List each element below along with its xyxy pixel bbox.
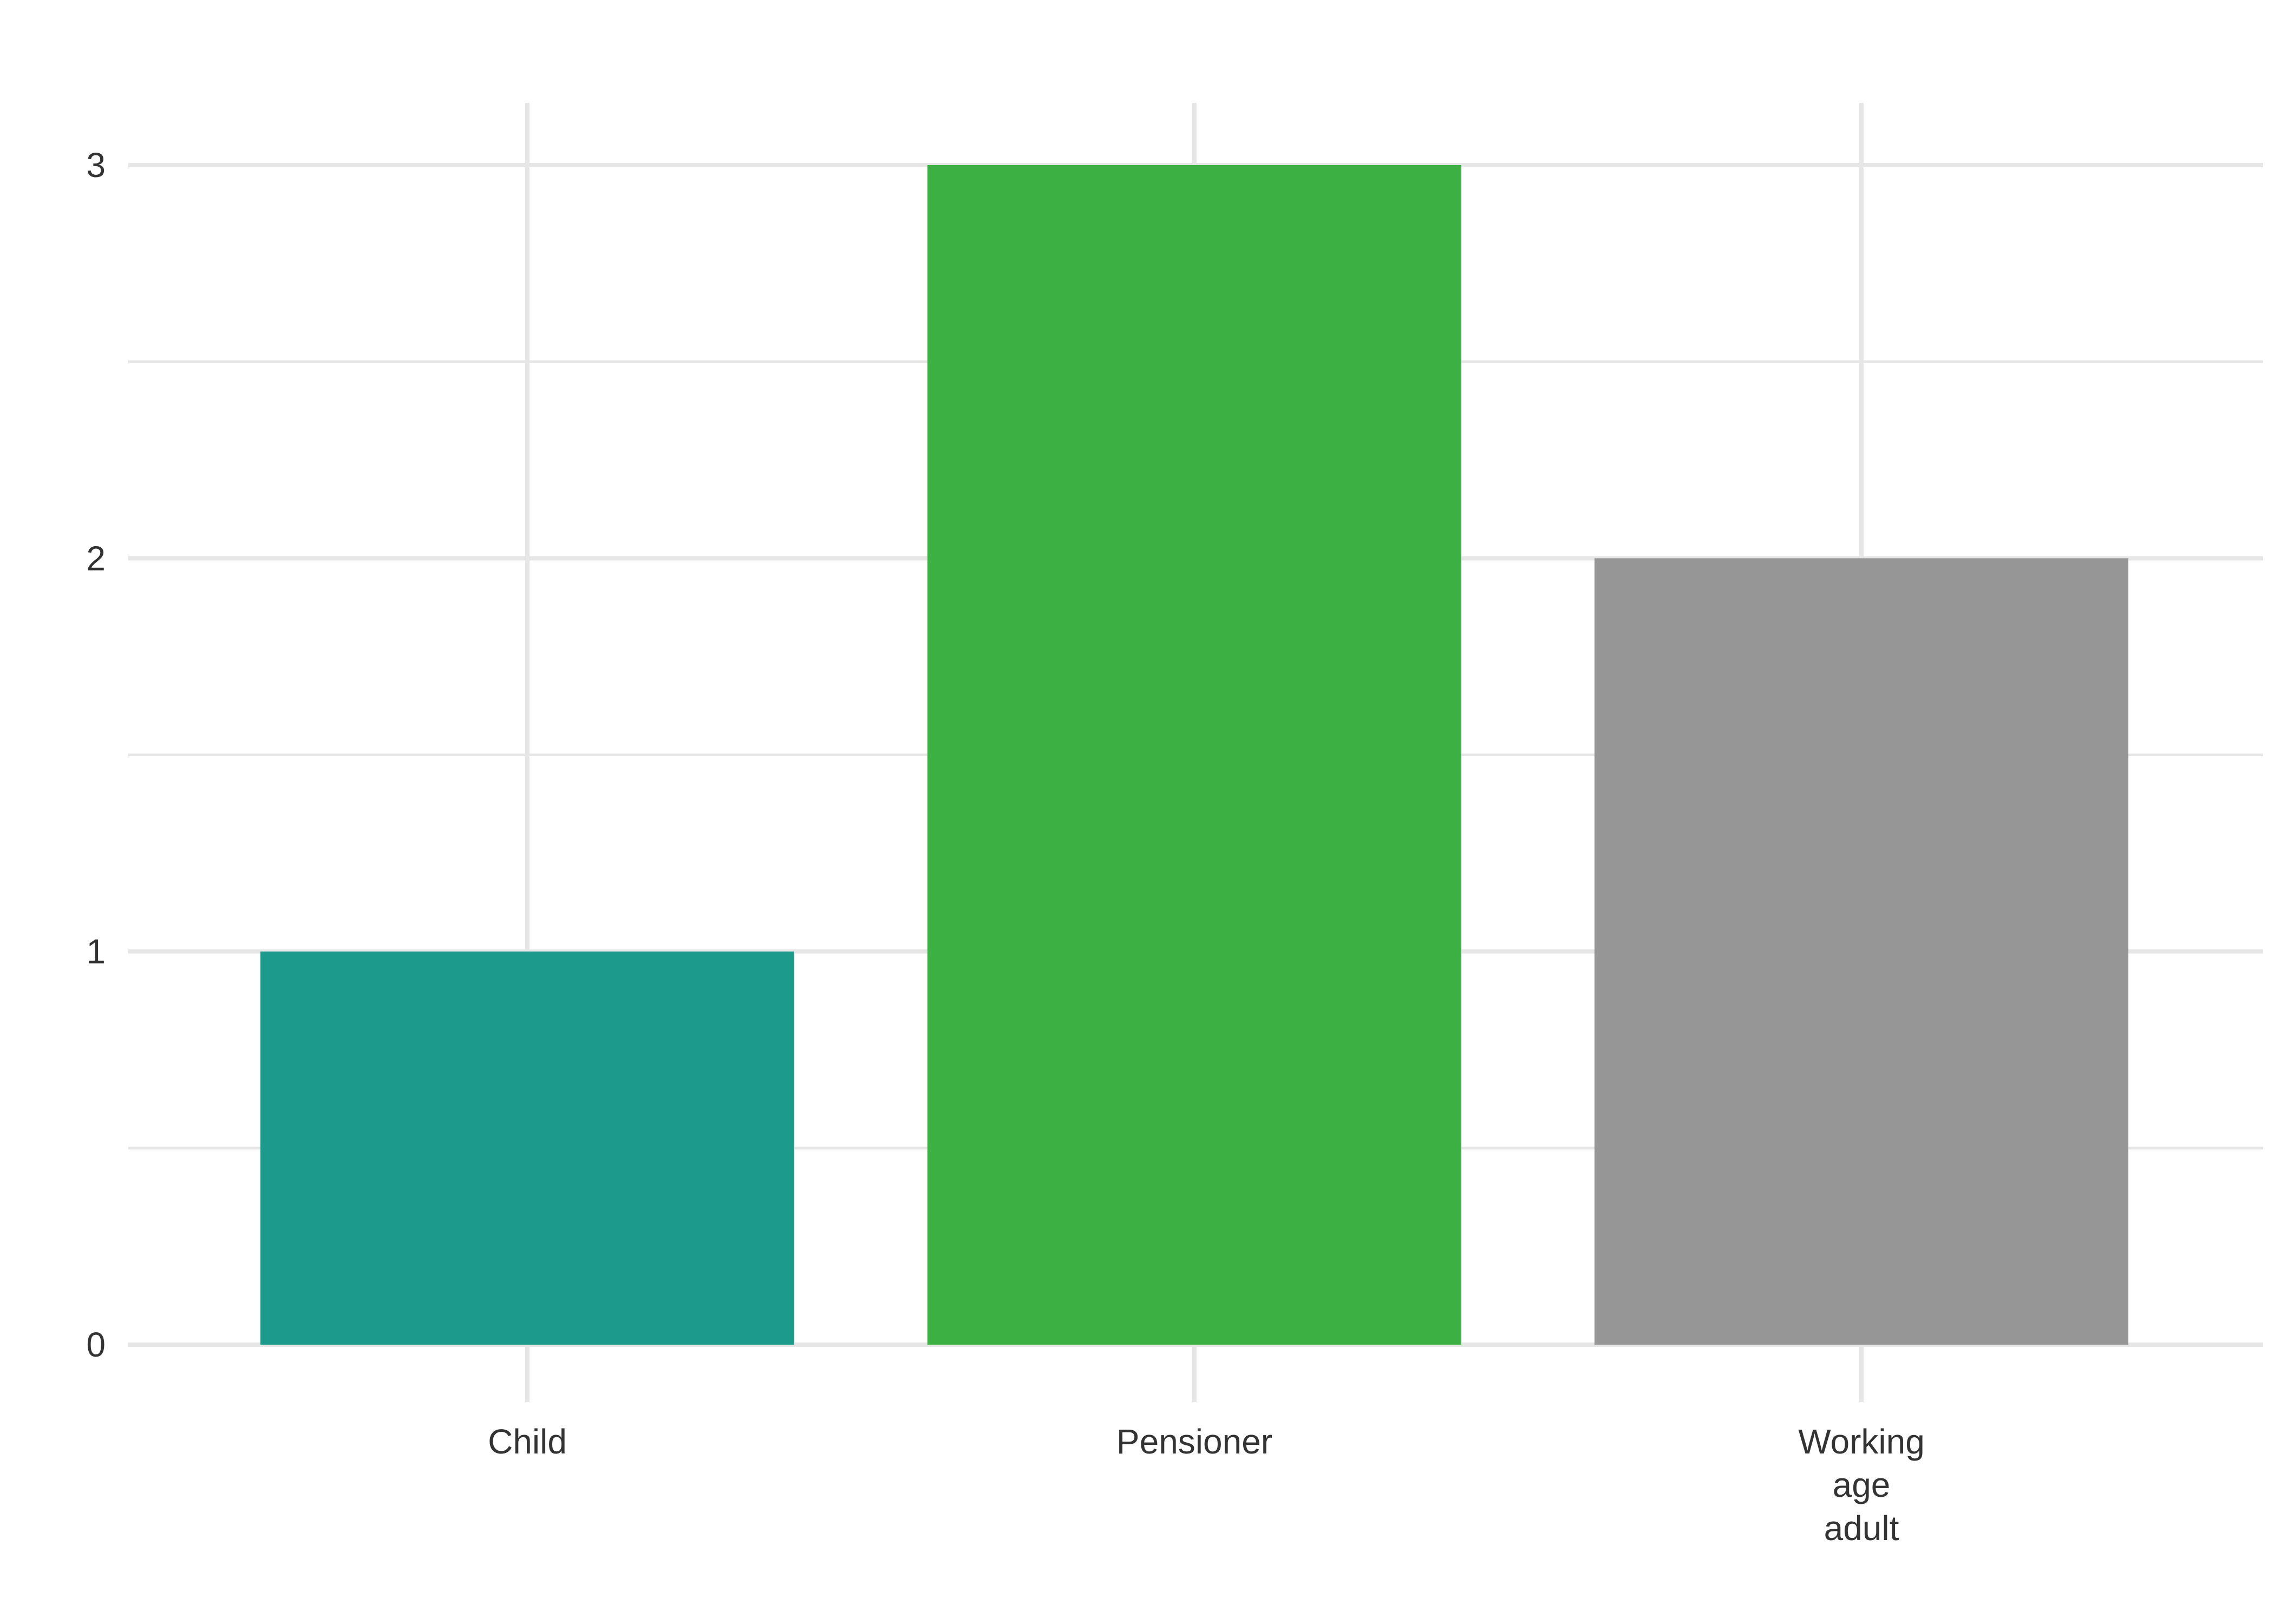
bar-working-age-adult bbox=[1595, 558, 2128, 1345]
y-tick-label: 3 bbox=[86, 146, 106, 185]
x-tick-label: Pensioner bbox=[1116, 1422, 1272, 1461]
y-tick-label: 0 bbox=[86, 1325, 106, 1364]
bars bbox=[260, 165, 2128, 1345]
x-tick-label: Child bbox=[488, 1422, 567, 1461]
x-axis-tick-labels: Child Pensioner Working age adult bbox=[488, 1422, 1925, 1548]
x-tick-label: Working age adult bbox=[1798, 1422, 1925, 1548]
bar-child bbox=[260, 951, 794, 1345]
bar-pensioner bbox=[927, 165, 1461, 1345]
y-axis-tick-labels: 0 1 2 3 bbox=[86, 146, 106, 1364]
y-tick-label: 1 bbox=[86, 932, 106, 971]
y-tick-label: 2 bbox=[86, 539, 106, 578]
